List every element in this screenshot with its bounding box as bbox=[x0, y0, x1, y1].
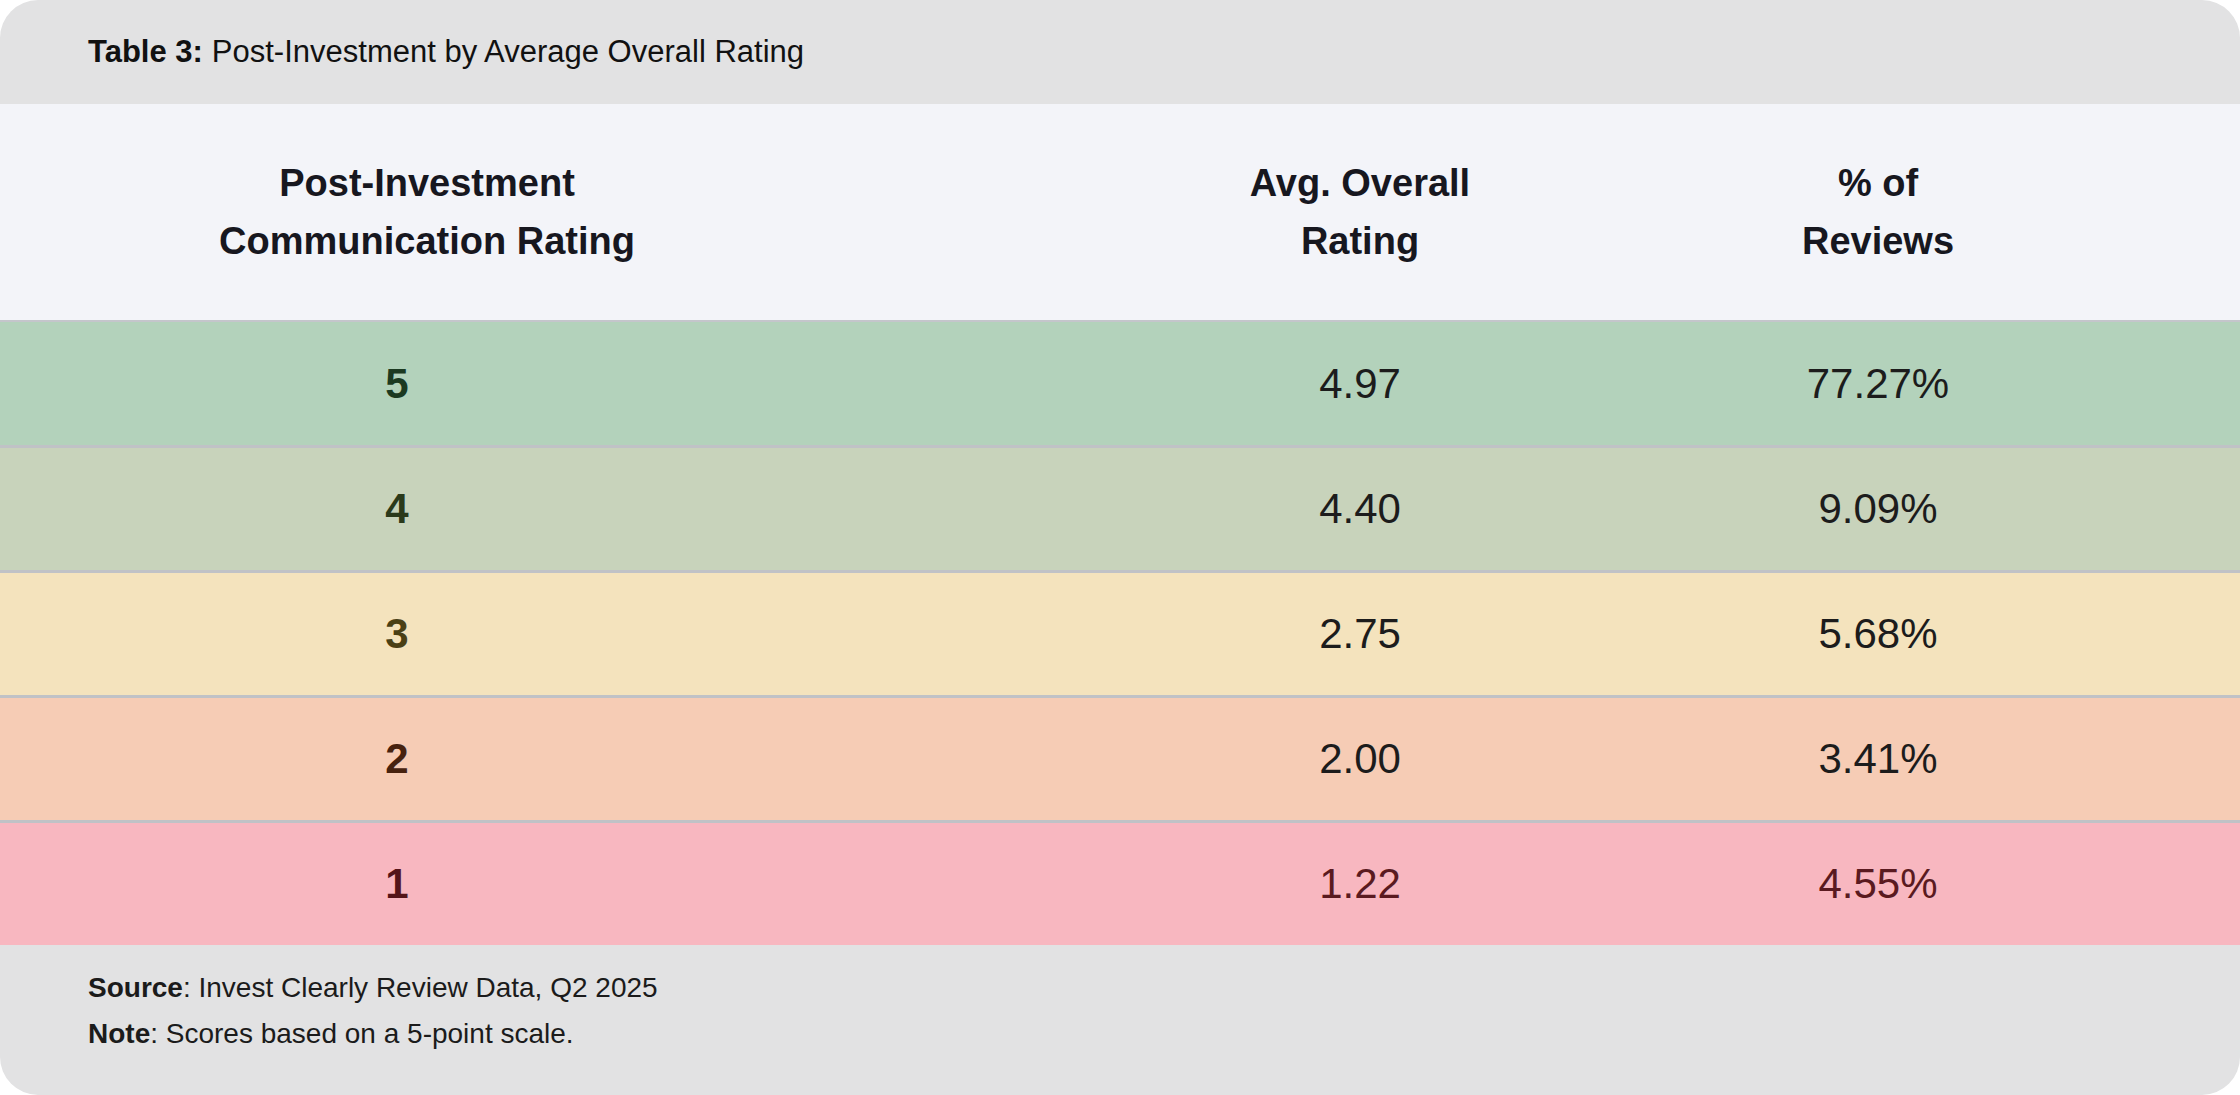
table-title: Table 3: Post-Investment by Average Over… bbox=[0, 0, 2240, 104]
pct-of-reviews-cell: 77.27% bbox=[1691, 360, 2065, 408]
table-figure-card: Table 3: Post-Investment by Average Over… bbox=[0, 0, 2240, 1095]
note-text: : Scores based on a 5-point scale. bbox=[150, 1018, 573, 1049]
note-label: Note bbox=[88, 1018, 150, 1049]
rating-cell: 1 bbox=[0, 860, 824, 908]
pct-of-reviews-cell: 5.68% bbox=[1691, 610, 2065, 658]
table-footnotes: Source: Invest Clearly Review Data, Q2 2… bbox=[0, 945, 2240, 1095]
table-row-rating-3: 3 2.75 5.68% bbox=[0, 570, 2240, 695]
source-label: Source bbox=[88, 972, 183, 1003]
pct-of-reviews-cell: 9.09% bbox=[1691, 485, 2065, 533]
table-row-rating-5: 5 4.97 77.27% bbox=[0, 320, 2240, 445]
col-header-line: Reviews bbox=[1691, 212, 2065, 270]
col-header-line: % of bbox=[1691, 154, 2065, 212]
rating-cell: 4 bbox=[0, 485, 824, 533]
pct-of-reviews-cell: 4.55% bbox=[1691, 860, 2065, 908]
col-header-line: Communication Rating bbox=[0, 212, 854, 270]
col-header-pct-of-reviews: % of Reviews bbox=[1691, 154, 2065, 270]
rating-cell: 3 bbox=[0, 610, 824, 658]
source-text: : Invest Clearly Review Data, Q2 2025 bbox=[183, 972, 658, 1003]
note-line: Note: Scores based on a 5-point scale. bbox=[88, 1011, 2240, 1057]
table-row-rating-2: 2 2.00 3.41% bbox=[0, 695, 2240, 820]
col-header-line: Post-Investment bbox=[0, 154, 854, 212]
table-row-rating-1: 1 1.22 4.55% bbox=[0, 820, 2240, 945]
table-row-rating-4: 4 4.40 9.09% bbox=[0, 445, 2240, 570]
table-header-row: Post-Investment Communication Rating Avg… bbox=[0, 104, 2240, 320]
pct-of-reviews-cell: 3.41% bbox=[1691, 735, 2065, 783]
table-number-label: Table 3: bbox=[88, 34, 203, 70]
rating-cell: 5 bbox=[0, 360, 824, 408]
source-line: Source: Invest Clearly Review Data, Q2 2… bbox=[88, 965, 2240, 1011]
table-title-text: Post-Investment by Average Overall Ratin… bbox=[212, 34, 804, 70]
rating-cell: 2 bbox=[0, 735, 824, 783]
col-header-communication-rating: Post-Investment Communication Rating bbox=[0, 154, 854, 270]
